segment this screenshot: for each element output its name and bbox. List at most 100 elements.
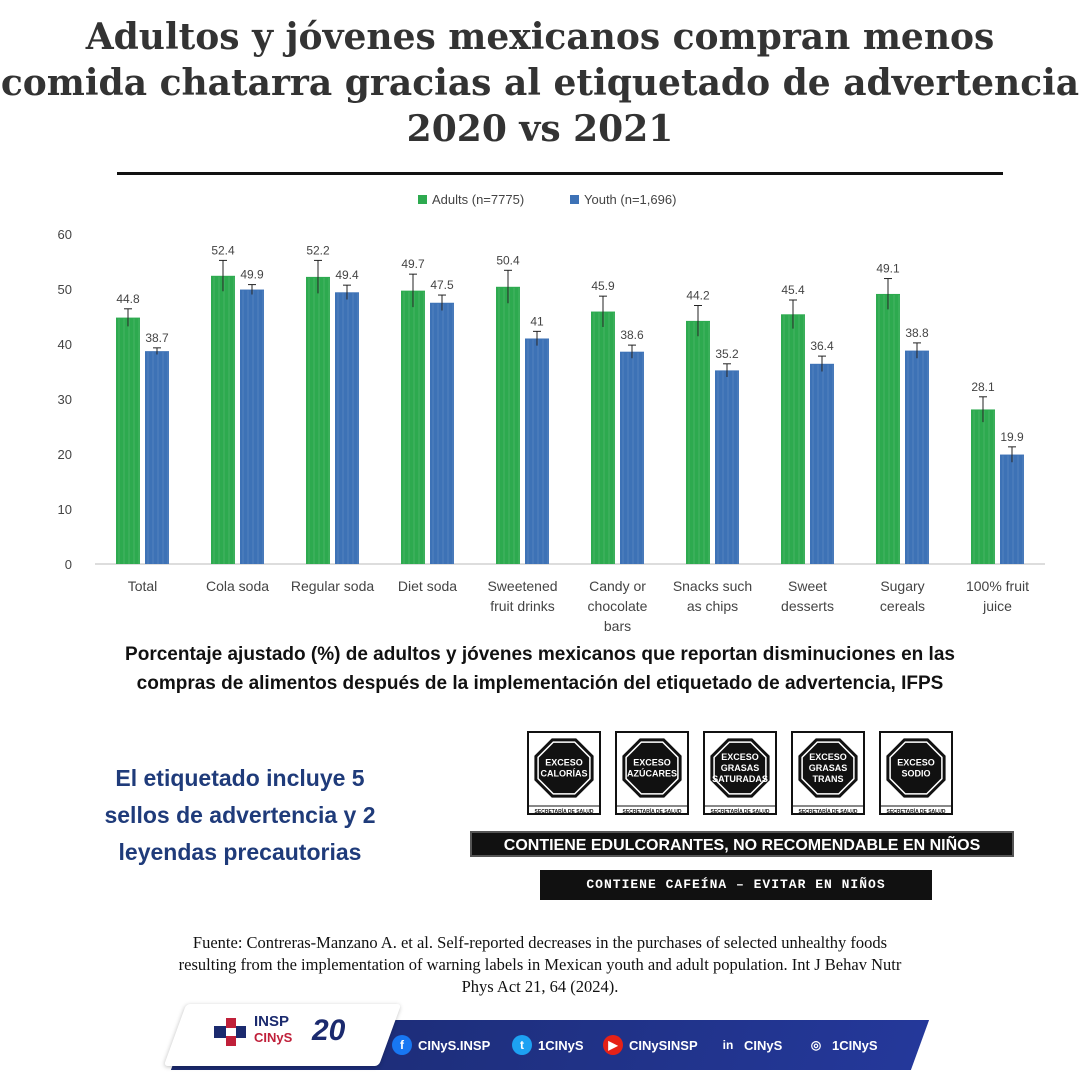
- x-tick-label: chocolate: [588, 598, 648, 614]
- instagram-icon: ◎: [810, 1038, 822, 1052]
- y-tick-label: 20: [58, 447, 72, 462]
- social-label: 1CINyS: [538, 1037, 584, 1053]
- seal-footer-text: SECRETARÍA DE SALUD: [711, 807, 770, 815]
- seal-text: EXCESO: [721, 752, 759, 762]
- octagon-inner-border: [537, 741, 591, 795]
- title-line-1: Adultos y jóvenes mexicanos compran meno…: [85, 16, 995, 58]
- social-link-linkedin[interactable]: in CINyS: [718, 1026, 783, 1064]
- youth-bar: [240, 289, 264, 564]
- social-link-youtube[interactable]: ▶ CINySINSP: [603, 1026, 698, 1064]
- y-tick-label: 50: [58, 282, 72, 297]
- source-line-2: resulting from the implementation of war…: [178, 955, 902, 974]
- x-tick-label: juice: [982, 598, 1012, 614]
- seal-footer-text: SECRETARÍA DE SALUD: [535, 807, 594, 815]
- social-link-facebook[interactable]: f CINyS.INSP: [392, 1026, 490, 1064]
- adults-bar: [211, 275, 235, 564]
- youth-bar: [335, 292, 359, 564]
- youth-bar: [905, 350, 929, 564]
- x-tick-label: Regular soda: [291, 578, 374, 594]
- octagon-icon: [710, 738, 770, 798]
- data-label: 52.2: [306, 243, 330, 257]
- linkedin-icon: in: [722, 1038, 734, 1052]
- data-label: 28.1: [971, 380, 995, 394]
- youth-bar: [430, 302, 454, 564]
- legend-label-0: Adults (n=7775): [432, 192, 524, 207]
- data-label: 38.7: [145, 331, 169, 345]
- octagon-icon: [622, 738, 682, 798]
- title-line-3: 2020 vs 2021: [406, 108, 674, 150]
- social-link-twitter[interactable]: t 1CINyS: [512, 1026, 584, 1064]
- youth-bar: [145, 351, 169, 564]
- x-tick-label: bars: [604, 618, 631, 634]
- seal-text: EXCESO: [897, 758, 935, 768]
- data-label: 45.9: [591, 279, 615, 293]
- facebook-icon: f: [392, 1035, 412, 1055]
- legend-swatch-0: [418, 195, 427, 204]
- octagon-inner-border: [801, 741, 855, 795]
- chart-legend: Adults (n=7775) Youth (n=1,696): [418, 192, 676, 207]
- data-label: 45.4: [781, 283, 805, 297]
- octagon-icon: [534, 738, 594, 798]
- social-label: 1CINyS: [832, 1037, 878, 1053]
- data-label: 36.4: [810, 339, 834, 353]
- anniversary-mark: 20: [312, 1014, 346, 1047]
- title-underline: [117, 172, 1003, 175]
- legend-swatch-1: [570, 195, 579, 204]
- source-citation: Fuente: Contreras-Manzano A. et al. Self…: [30, 932, 1050, 998]
- adults-bar: [401, 290, 425, 564]
- y-tick-label: 40: [58, 337, 72, 352]
- seal-footer-text: SECRETARÍA DE SALUD: [623, 807, 682, 815]
- adults-bar: [116, 317, 140, 564]
- data-label: 38.6: [620, 328, 644, 342]
- data-label: 49.7: [401, 257, 425, 271]
- y-tick-label: 0: [65, 557, 72, 572]
- seal-text: AZÚCARES: [627, 768, 677, 779]
- page-title: Adultos y jóvenes mexicanos compran meno…: [0, 14, 1080, 152]
- data-label: 41: [530, 314, 544, 328]
- octagon-icon: [798, 738, 858, 798]
- data-label: 47.5: [430, 278, 454, 292]
- data-label: 49.9: [240, 268, 264, 282]
- youth-bar: [810, 363, 834, 564]
- caption-line-1: Porcentaje ajustado (%) de adultos y jóv…: [125, 644, 955, 665]
- seal-text: EXCESO: [633, 758, 671, 768]
- x-tick-label: 100% fruit: [966, 578, 1029, 594]
- adults-bar: [686, 320, 710, 564]
- x-tick-label: Sugary: [880, 578, 924, 594]
- x-tick-label: Cola soda: [206, 578, 269, 594]
- data-label: 49.4: [335, 268, 359, 282]
- octagon-inner-border: [713, 741, 767, 795]
- bar-chart: Adults (n=7775) Youth (n=1,696) 0 10 20 30 40 5…: [58, 192, 1045, 634]
- data-label: 44.2: [686, 289, 710, 303]
- data-label: 50.4: [496, 253, 520, 267]
- x-tick-label: Sweetened: [487, 578, 557, 594]
- cinys-logo-text: CINyS: [254, 1030, 293, 1045]
- data-label: 52.4: [211, 243, 235, 257]
- y-tick-label: 10: [58, 502, 72, 517]
- caffeine-warning-legend: CONTIENE CAFEÍNA – EVITAR EN NIÑOS: [540, 870, 932, 900]
- insp-logo-icon: [214, 1018, 246, 1046]
- data-label: 38.8: [905, 326, 929, 340]
- insp-logo: INSP CINyS 20: [210, 1010, 380, 1060]
- adults-bar: [781, 314, 805, 564]
- seal-text: EXCESO: [545, 758, 583, 768]
- insp-logo-text: INSP: [254, 1013, 290, 1030]
- x-tick-label: desserts: [781, 598, 834, 614]
- social-link-instagram[interactable]: ◎ 1CINyS: [806, 1026, 878, 1064]
- social-label: CINyS.INSP: [418, 1037, 491, 1053]
- seal-text: EXCESO: [809, 752, 847, 762]
- x-tick-label: Snacks such: [673, 578, 752, 594]
- note-line-3: leyendas precautorias: [118, 839, 362, 865]
- data-label: 49.1: [876, 262, 900, 276]
- source-line-1: Fuente: Contreras-Manzano A. et al. Self…: [192, 933, 888, 952]
- x-tick-label: as chips: [687, 598, 738, 614]
- adults-bar: [971, 409, 995, 564]
- chart-caption: Porcentaje ajustado (%) de adultos y jóv…: [10, 640, 1070, 698]
- footer: INSP CINyS 20 f CINyS.INSP t 1CINyS ▶ CINySIN…: [0, 990, 1080, 1080]
- social-label: CINyS: [744, 1037, 783, 1053]
- youth-bar: [715, 370, 739, 564]
- adults-bar: [876, 293, 900, 564]
